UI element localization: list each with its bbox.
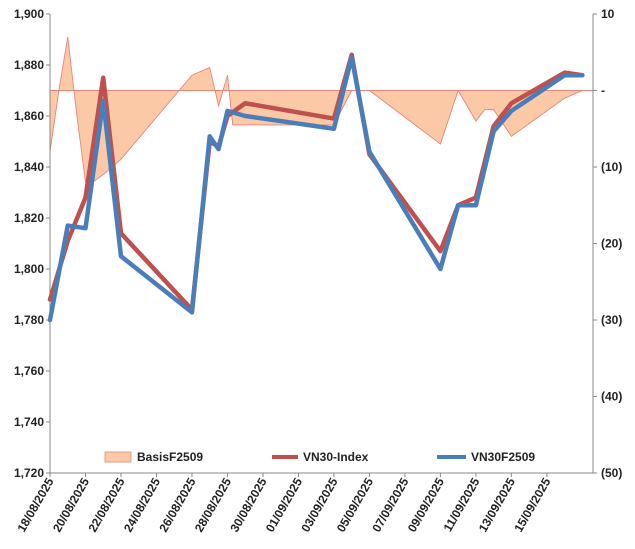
right-axis-tick-label: - [601, 84, 605, 98]
series-point-vn30-index [438, 249, 442, 253]
series-point-vn30f2509 [190, 310, 194, 314]
series-point-vn30-index [243, 101, 247, 105]
left-axis-tick-label: 1,880 [14, 58, 44, 72]
series-point-vn30f2509 [83, 226, 87, 230]
right-axis-tick-label: 10 [601, 7, 615, 21]
right-axis-tick-label: (10) [601, 160, 622, 174]
series-point-vn30-index [48, 298, 52, 302]
series-point-vn30-index [509, 101, 513, 105]
left-axis-tick-label: 1,760 [14, 364, 44, 378]
series-line-vn30f2509 [47, 55, 585, 323]
left-axis-tick-label: 1,900 [14, 7, 44, 21]
legend-label-vn30f2509: VN30F2509 [471, 450, 535, 464]
series-point-vn30f2509 [332, 127, 336, 131]
series-point-vn30f2509 [119, 254, 123, 258]
right-axis-tick-label: (20) [601, 237, 622, 251]
legend: BasisF2509 VN30-Index VN30F2509 [104, 450, 535, 464]
left-axis-tick-label: 1,840 [14, 160, 44, 174]
series-point-vn30f2509 [492, 129, 496, 133]
series-point-vn30f2509 [367, 150, 371, 154]
series-point-vn30f2509 [474, 203, 478, 207]
series-point-vn30f2509 [225, 109, 229, 113]
series-point-vn30f2509 [350, 55, 354, 59]
left-axis-tick-label: 1,740 [14, 415, 44, 429]
basis-area-fill [50, 36, 593, 183]
right-axis-tick-label: (40) [601, 390, 622, 404]
series-point-vn30f2509 [101, 99, 105, 103]
series-point-vn30f2509 [208, 134, 212, 138]
left-axis-tick-label: 1,860 [14, 109, 44, 123]
axes [46, 13, 597, 477]
series-point-vn30-index [101, 76, 105, 80]
legend-swatch-basisf2509 [104, 451, 132, 463]
left-axis-tick-label: 1,720 [14, 466, 44, 480]
series-point-vn30-index [492, 124, 496, 128]
left-axis-tick-label: 1,820 [14, 211, 44, 225]
series-point-vn30-index [83, 196, 87, 200]
series-point-vn30f2509 [243, 114, 247, 118]
series-point-vn30f2509 [580, 73, 584, 77]
series-point-vn30f2509 [217, 147, 221, 151]
series-point-vn30f2509 [66, 224, 70, 228]
legend-label-basisf2509: BasisF2509 [137, 450, 203, 464]
legend-label-vn30-index: VN30-Index [303, 450, 369, 464]
series-point-vn30f2509 [456, 203, 460, 207]
right-axis-tick-label: (50) [601, 466, 622, 480]
series-point-vn30f2509 [563, 73, 567, 77]
left-axis-tick-label: 1,800 [14, 262, 44, 276]
series-point-vn30f2509 [48, 318, 52, 322]
series-point-vn30f2509 [509, 109, 513, 113]
right-axis-tick-label: (30) [601, 313, 622, 327]
left-axis-tick-label: 1,780 [14, 313, 44, 327]
line-series-layer [47, 52, 585, 323]
x-axis-tick-label: 15/09/2025 [511, 475, 553, 534]
series-point-vn30f2509 [438, 267, 442, 271]
